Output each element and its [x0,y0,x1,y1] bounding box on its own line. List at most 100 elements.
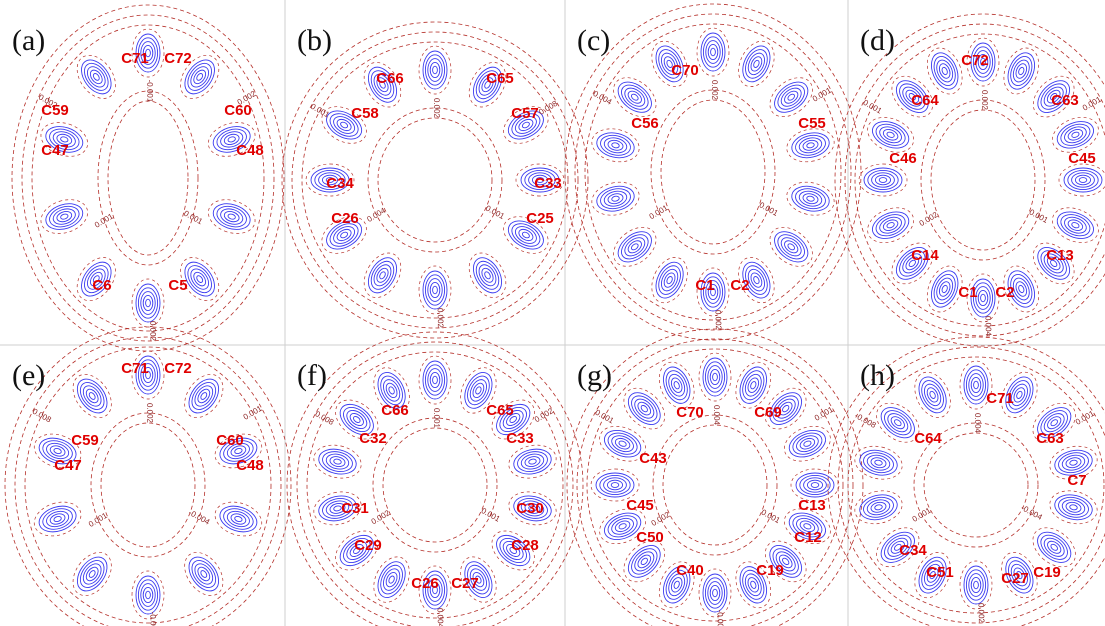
positive-contour [673,580,680,589]
negative-contour [296,341,574,626]
positive-contour [467,564,490,595]
lobe [1001,371,1038,418]
positive-contour [517,497,548,519]
positive-contour [432,65,438,75]
positive-contour [803,477,827,493]
contour-label: 0.001 [758,200,780,218]
negative-contour [24,346,272,624]
positive-contour [702,36,724,68]
positive-contour [1043,86,1064,107]
atom-label: C50 [636,529,664,546]
lobe [180,257,220,302]
lobe [764,387,807,430]
atom-label: C33 [534,175,562,192]
lobe [335,530,379,571]
lobe-halo [1001,552,1038,599]
positive-contour [787,93,795,101]
positive-contour [878,177,888,183]
lobe-halo [959,360,993,410]
positive-contour [744,573,762,597]
lobe-halo [696,27,730,77]
lobe [184,374,224,418]
positive-contour [890,416,905,430]
positive-contour [481,267,494,283]
positive-contour [637,554,652,569]
negative-contour [377,117,493,243]
positive-contour [798,190,823,207]
panel-label: (e) [12,359,45,392]
lobe-halo [914,552,951,599]
positive-contour [941,66,948,76]
positive-contour [343,537,371,564]
positive-contour [321,174,339,186]
positive-contour [1016,390,1023,399]
positive-contour [339,534,374,567]
lobe-halo [867,207,914,243]
positive-contour [52,208,76,225]
lobe [651,40,688,87]
positive-contour [1074,174,1092,186]
lobe [131,278,165,328]
lobe-halo [321,106,367,144]
contour-label: 0.002 [533,406,555,424]
lobe-halo [468,252,507,298]
positive-contour [220,131,244,148]
positive-contour [49,205,80,228]
positive-contour [970,576,982,594]
atom-label: C72 [961,52,989,69]
positive-contour [432,375,438,385]
contour-label: 0.001 [182,209,204,227]
positive-contour [929,390,936,399]
positive-contour [777,234,805,260]
atom-label: C2 [730,277,749,294]
atom-label: C46 [889,150,917,167]
positive-contour [918,376,947,414]
positive-contour [353,416,361,423]
lobe-halo [305,163,355,197]
positive-contour [137,287,159,319]
negative-contour [291,31,579,329]
positive-contour [941,284,948,294]
lobe-halo [696,267,730,317]
lobe [33,433,82,469]
lobe [72,552,112,596]
positive-contour [970,42,996,82]
positive-contour [617,81,652,113]
positive-contour [502,409,524,430]
lobe-halo [335,530,379,571]
positive-contour [314,169,346,191]
positive-contour [422,360,448,400]
atom-label: C43 [639,450,667,467]
negative-contour [281,21,589,339]
lobe-halo [418,265,452,315]
lobe [321,106,367,144]
lobe-halo [658,561,695,609]
atom-label: C48 [236,457,264,474]
lobe [658,561,695,609]
positive-contour [707,365,723,389]
lobe-halo [40,199,89,234]
lobe [40,199,89,234]
lobe-halo [503,216,549,254]
lobe-halo [373,367,410,414]
positive-contour [933,274,956,304]
positive-contour [190,66,210,88]
positive-contour [663,56,676,72]
positive-contour [747,377,760,393]
positive-contour [188,556,220,592]
positive-contour [142,294,154,312]
positive-contour [968,373,984,397]
positive-contour [514,116,537,134]
positive-contour [614,437,631,450]
negative-contour [21,14,275,342]
positive-contour [894,543,902,551]
positive-contour [424,54,446,86]
positive-contour [38,505,77,533]
lobe [214,433,263,469]
positive-contour [528,458,537,465]
lobe [735,561,772,609]
positive-contour [655,45,684,83]
atom-label: C71 [121,360,149,377]
lobe [591,181,640,216]
positive-contour [938,281,951,297]
